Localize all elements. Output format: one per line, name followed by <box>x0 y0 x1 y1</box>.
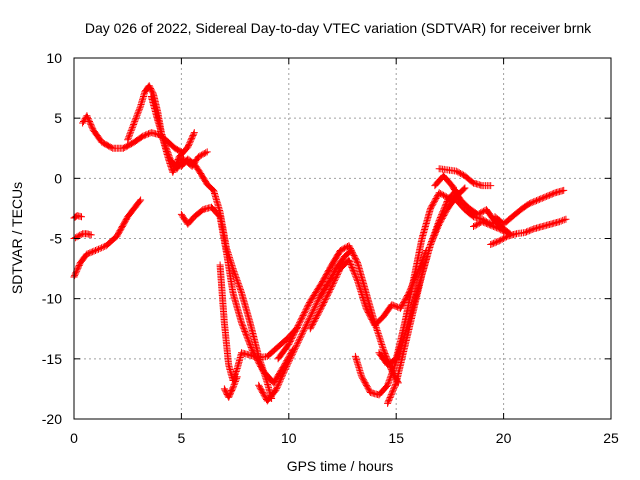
y-tick-label: -20 <box>42 411 62 427</box>
data-series <box>220 373 241 401</box>
chart-title: Day 026 of 2022, Sidereal Day-to-day VTE… <box>85 20 592 36</box>
data-series <box>384 184 469 407</box>
x-tick-label: 25 <box>603 430 619 446</box>
series-markers <box>70 196 145 281</box>
y-tick-label: -15 <box>42 351 62 367</box>
data-series <box>435 165 495 190</box>
data-series <box>375 189 503 369</box>
series-markers <box>470 218 512 238</box>
y-tick-label: 10 <box>46 50 62 66</box>
axis-ticks: 0 5 10 15 20 25 -20 -15 -10 -5 0 5 10 <box>42 50 619 446</box>
data-series <box>255 247 355 405</box>
x-axis-label: GPS time / hours <box>287 458 394 474</box>
series-markers <box>487 215 570 248</box>
series-markers <box>375 189 503 369</box>
series-markers <box>306 247 430 333</box>
data-series <box>491 186 568 228</box>
data-series <box>177 203 297 387</box>
y-tick-label: -5 <box>50 231 63 247</box>
data-series <box>487 215 570 248</box>
data-series <box>470 218 512 238</box>
data-series <box>70 196 145 281</box>
series-markers <box>70 212 85 222</box>
data-series <box>216 261 301 384</box>
y-tick-label: -10 <box>42 291 62 307</box>
series-markers <box>220 373 241 401</box>
series-markers <box>216 261 301 384</box>
x-tick-label: 15 <box>388 430 404 446</box>
x-tick-label: 5 <box>178 430 186 446</box>
series-markers <box>384 184 469 407</box>
data-series <box>306 247 430 333</box>
data-series <box>70 212 85 222</box>
y-tick-label: 5 <box>54 110 62 126</box>
y-axis-label: SDTVAR / TECUs <box>9 182 25 294</box>
data-points <box>70 82 570 407</box>
y-tick-label: 0 <box>54 170 62 186</box>
series-markers <box>255 247 355 405</box>
x-tick-label: 20 <box>496 430 512 446</box>
series-markers <box>491 186 568 228</box>
x-tick-label: 0 <box>70 430 78 446</box>
series-markers <box>435 165 495 190</box>
x-tick-label: 10 <box>281 430 297 446</box>
series-markers <box>177 203 297 387</box>
